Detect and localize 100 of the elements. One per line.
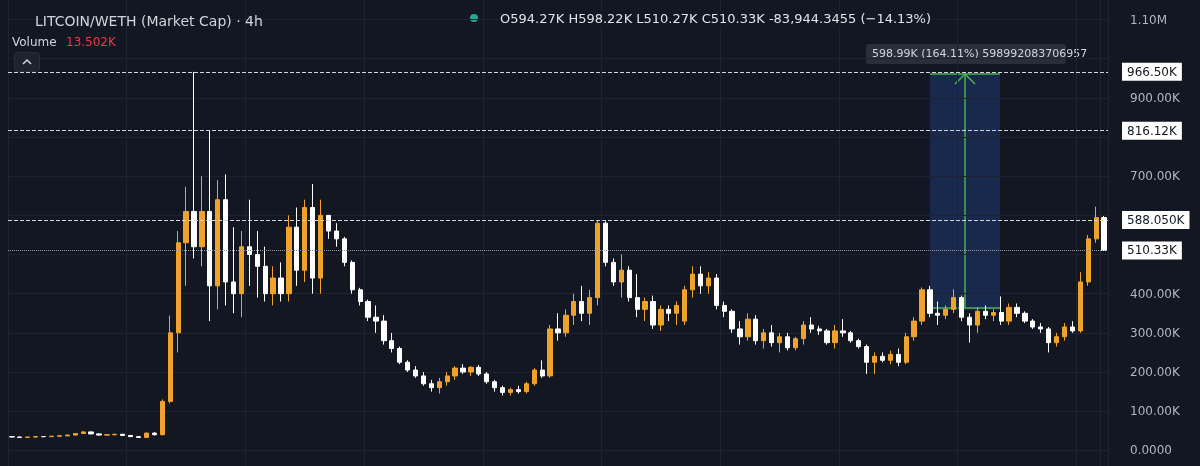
- candlestick: [223, 173, 228, 306]
- candlestick: [769, 324, 774, 348]
- candlestick: [1014, 302, 1020, 318]
- candlestick: [737, 320, 743, 346]
- candlestick: [666, 304, 671, 322]
- candlestick: [1054, 332, 1059, 348]
- candlestick: [373, 304, 379, 334]
- annotation: O594.27K H598.22K L510.27K C510.33K -83,944.3455 (−14.13%): [500, 11, 932, 26]
- candlestick: [452, 365, 458, 381]
- candlestick: [286, 214, 292, 303]
- candlestick: [25, 436, 30, 439]
- candlestick: [1094, 206, 1099, 244]
- candlestick: [674, 301, 679, 326]
- candlestick: [532, 367, 537, 387]
- candlestick: [555, 312, 561, 342]
- candlestick: [168, 315, 173, 404]
- y-tick-label: 100.00K: [1130, 404, 1181, 419]
- candlestick: [128, 434, 133, 438]
- candlestick: [239, 230, 244, 318]
- candlestick: [176, 230, 181, 353]
- y-tick-label: 900.00K: [1130, 90, 1181, 105]
- candlestick: [326, 214, 331, 240]
- candlestick: [152, 431, 157, 436]
- candlestick: [429, 379, 434, 393]
- candlestick: [160, 398, 165, 436]
- candlestick: [88, 431, 94, 435]
- candlestick: [587, 289, 592, 326]
- candlestick: [817, 325, 822, 336]
- candlestick: [1038, 322, 1043, 334]
- candlestick: [888, 349, 893, 365]
- candlestick: [413, 365, 418, 379]
- candlestick: [524, 381, 529, 395]
- candlestick: [658, 304, 664, 332]
- candlestick: [911, 316, 917, 342]
- candlestick: [848, 330, 853, 344]
- candlestick: [832, 324, 838, 350]
- candlestick: [698, 265, 703, 295]
- candlestick: [943, 304, 948, 320]
- candlestick: [935, 301, 940, 326]
- candlestick: [9, 435, 15, 438]
- candlestick: [437, 377, 442, 395]
- y-tick-label: 0.0000: [1130, 443, 1172, 458]
- candlestick: [1078, 271, 1083, 334]
- candlestick: [199, 175, 205, 267]
- candlestick: [824, 328, 830, 346]
- annotation: 598.99K (164.11%) 598992083706957: [872, 47, 1088, 60]
- candlestick: [342, 236, 347, 267]
- candlestick: [516, 385, 521, 395]
- candlestick: [215, 179, 220, 310]
- candlestick: [880, 351, 885, 363]
- candlestick: [358, 287, 363, 306]
- candlestick: [722, 301, 727, 318]
- y-tick-label: 300.00K: [1130, 325, 1181, 340]
- candlestick: [144, 432, 149, 439]
- candlestick: [975, 306, 980, 334]
- candlestick: [73, 432, 78, 436]
- candlestick: [302, 199, 307, 283]
- candlestick: [904, 332, 909, 365]
- candlestick: [785, 332, 790, 351]
- candlestick: [547, 324, 553, 379]
- candlestick: [1030, 318, 1035, 330]
- candlestick: [120, 433, 125, 436]
- candlestick: [856, 338, 861, 350]
- candlestick: [270, 265, 276, 306]
- candlestick: [57, 434, 62, 438]
- candlestick: [729, 308, 735, 334]
- candlestick: [563, 308, 569, 338]
- candlestick: [65, 434, 70, 437]
- candlestick: [460, 363, 466, 375]
- candlestick: [642, 297, 648, 322]
- candlestick: [777, 332, 782, 353]
- candlestick: [809, 316, 814, 334]
- candlestick: [445, 371, 450, 387]
- candlestick: [508, 387, 513, 397]
- candlestick: [318, 199, 323, 295]
- candlestick: [927, 285, 933, 318]
- candlestick: [801, 320, 806, 346]
- candlestick: [983, 304, 988, 320]
- candlestick: [540, 359, 545, 379]
- candlestick: [96, 433, 102, 436]
- candlestick: [136, 435, 141, 439]
- candlestick: [951, 288, 956, 314]
- candlestick: [896, 348, 901, 367]
- annotation: Volume: [12, 35, 57, 49]
- candlestick: [650, 295, 656, 330]
- candlestick: [397, 346, 402, 365]
- candlestick: [872, 351, 877, 375]
- y-tick-label: 400.00K: [1130, 286, 1181, 301]
- candlestick: [690, 265, 695, 299]
- candlestick: [484, 371, 489, 385]
- candlestick: [1086, 234, 1091, 287]
- candlestick: [840, 318, 846, 338]
- candlestick: [191, 71, 197, 259]
- candlestick: [207, 130, 212, 322]
- candlestick: [255, 230, 260, 299]
- candlestick: [231, 226, 236, 314]
- candlestick: [263, 246, 268, 303]
- candlestick: [619, 254, 624, 299]
- candlestick: [310, 183, 315, 295]
- candlestick: [611, 257, 616, 287]
